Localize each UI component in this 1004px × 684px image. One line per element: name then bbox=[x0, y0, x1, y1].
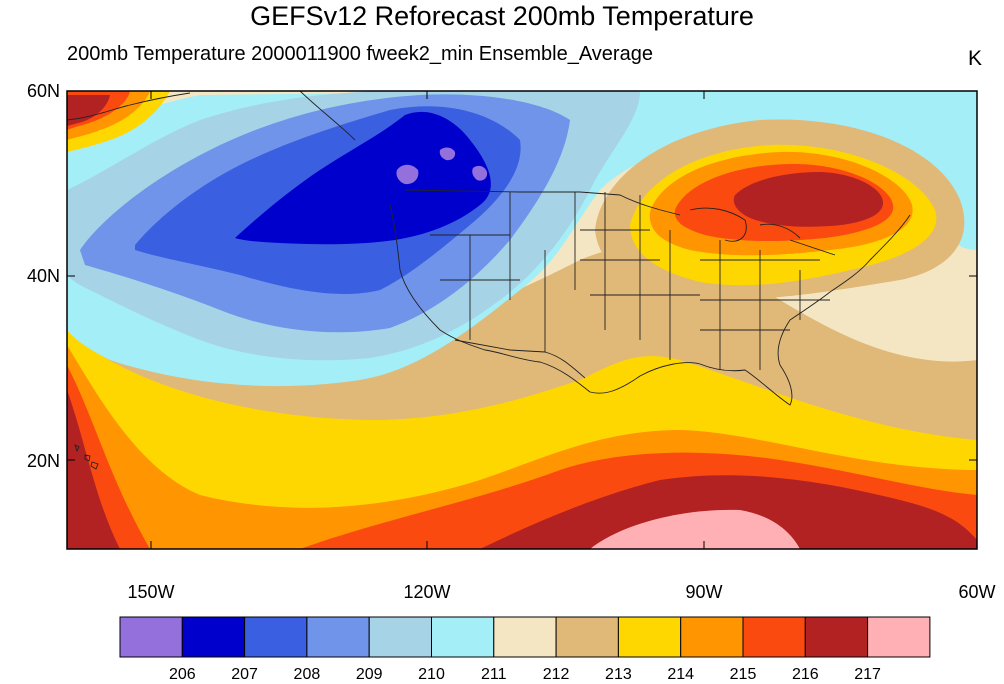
colorbar-label: 213 bbox=[605, 666, 632, 683]
colorbar-label: 211 bbox=[481, 666, 507, 683]
plot-frame bbox=[66, 90, 978, 550]
colorbar-label: 215 bbox=[730, 666, 757, 683]
colorbar-box bbox=[493, 616, 557, 658]
colorbar-box bbox=[181, 616, 246, 658]
contour-217-ne bbox=[733, 172, 884, 227]
colorbar-label: 210 bbox=[418, 666, 445, 683]
colorbar-box bbox=[431, 616, 495, 658]
alaska-coastline bbox=[67, 91, 356, 141]
units-label: K bbox=[967, 47, 982, 70]
colorbar-box bbox=[119, 616, 183, 658]
contour-217-plus-south bbox=[590, 509, 800, 549]
lat-label-40n: 40N bbox=[27, 266, 60, 286]
lon-label-150w: 150W bbox=[127, 582, 174, 602]
colorbar-label: 217 bbox=[854, 666, 881, 683]
contour-217-south bbox=[67, 390, 977, 549]
map-title: GEFSv12 Reforecast 200mb Temperature bbox=[250, 1, 754, 31]
colorbar-label: 216 bbox=[792, 666, 819, 683]
north-america-coastline bbox=[389, 204, 911, 406]
coastlines bbox=[67, 91, 911, 470]
colorbar-box bbox=[306, 616, 370, 658]
colorbar-label: 207 bbox=[231, 666, 258, 683]
contour-207 bbox=[235, 111, 491, 245]
colorbar-label: 208 bbox=[294, 666, 321, 683]
colorbar-label: 206 bbox=[169, 666, 196, 683]
colorbar-box bbox=[804, 616, 869, 658]
colorbar: 206 207 208 209 210 211 212 213 214 215 216 217 bbox=[119, 616, 931, 683]
lon-label-120w: 120W bbox=[403, 582, 450, 602]
colorbar-box bbox=[742, 616, 806, 658]
colorbar-box bbox=[867, 616, 931, 658]
colorbar-box bbox=[617, 616, 682, 658]
us-canada-border bbox=[404, 189, 681, 216]
lon-label-60w: 60W bbox=[958, 582, 995, 602]
temperature-field bbox=[67, 91, 977, 549]
colorbar-box bbox=[244, 616, 308, 658]
contour-206 bbox=[396, 147, 488, 185]
colorbar-label: 212 bbox=[543, 666, 570, 683]
lat-label-60n: 60N bbox=[27, 81, 60, 101]
map-subtitle: 200mb Temperature 2000011900 fweek2_min … bbox=[67, 43, 653, 65]
colorbar-box bbox=[680, 616, 744, 658]
lon-label-90w: 90W bbox=[685, 582, 722, 602]
state-lines-east bbox=[700, 240, 830, 370]
colorbar-label: 214 bbox=[667, 666, 694, 683]
hawaii-islands bbox=[74, 444, 99, 470]
state-lines-west bbox=[430, 192, 576, 352]
colorbar-box bbox=[368, 616, 433, 658]
great-lakes bbox=[689, 207, 836, 256]
colorbar-label: 209 bbox=[356, 666, 383, 683]
tick-marks bbox=[67, 90, 977, 549]
state-lines-central bbox=[580, 192, 700, 360]
colorbar-box bbox=[555, 616, 619, 658]
lat-label-20n: 20N bbox=[27, 451, 60, 471]
